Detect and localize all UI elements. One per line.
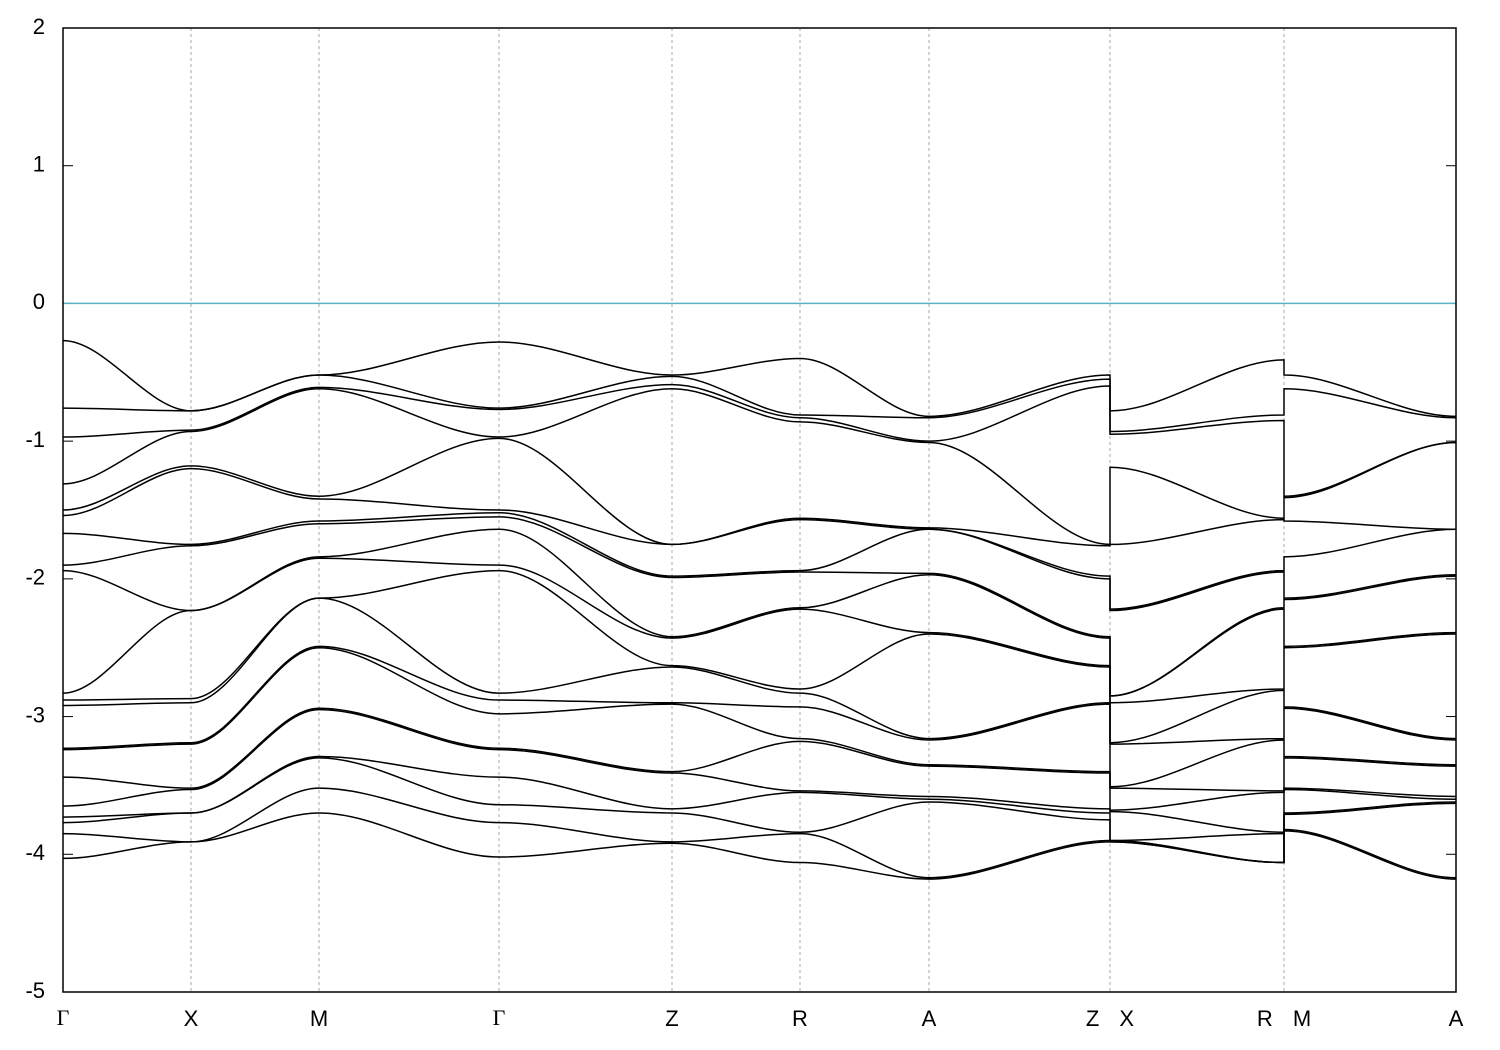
band-line (62, 569, 1457, 744)
y-tick-label: 2 (33, 14, 45, 39)
band-line (62, 437, 1457, 547)
band-line (62, 516, 1457, 697)
x-tick-label: Γ (493, 1005, 506, 1030)
y-tick-label: 0 (33, 289, 45, 314)
x-tick-label: R M (1257, 1006, 1311, 1031)
band-line (62, 755, 1457, 842)
y-tick-label: -3 (25, 702, 45, 727)
band-line (62, 645, 1457, 788)
y-tick-label: 1 (33, 152, 45, 177)
plot-frame (62, 27, 1457, 993)
x-tick-label: A (922, 1006, 937, 1031)
band-line (62, 707, 1457, 811)
band-line (62, 383, 1457, 497)
band-line (62, 388, 1457, 546)
band-line (62, 597, 1457, 745)
band-line (62, 708, 1457, 834)
band-line (62, 557, 1457, 704)
x-tick-label: R (792, 1006, 808, 1031)
x-tick-label: X (184, 1006, 199, 1031)
band-line (62, 467, 1457, 610)
y-tick-label: -4 (25, 840, 45, 865)
band-line (62, 374, 1457, 433)
x-tick-label: Z X (1086, 1006, 1135, 1031)
band-line (62, 812, 1457, 880)
y-tick-label: -1 (25, 427, 45, 452)
x-tick-label: Γ (57, 1005, 70, 1030)
band-line (62, 512, 1457, 612)
x-tick-label: M (310, 1006, 328, 1031)
x-tick-label: A (1449, 1006, 1464, 1031)
band-line (62, 646, 1457, 792)
y-tick-label: -5 (25, 978, 45, 1003)
y-tick-label: -2 (25, 565, 45, 590)
band-line (62, 528, 1457, 697)
x-tick-label: Z (665, 1006, 678, 1031)
band-line (62, 787, 1457, 879)
